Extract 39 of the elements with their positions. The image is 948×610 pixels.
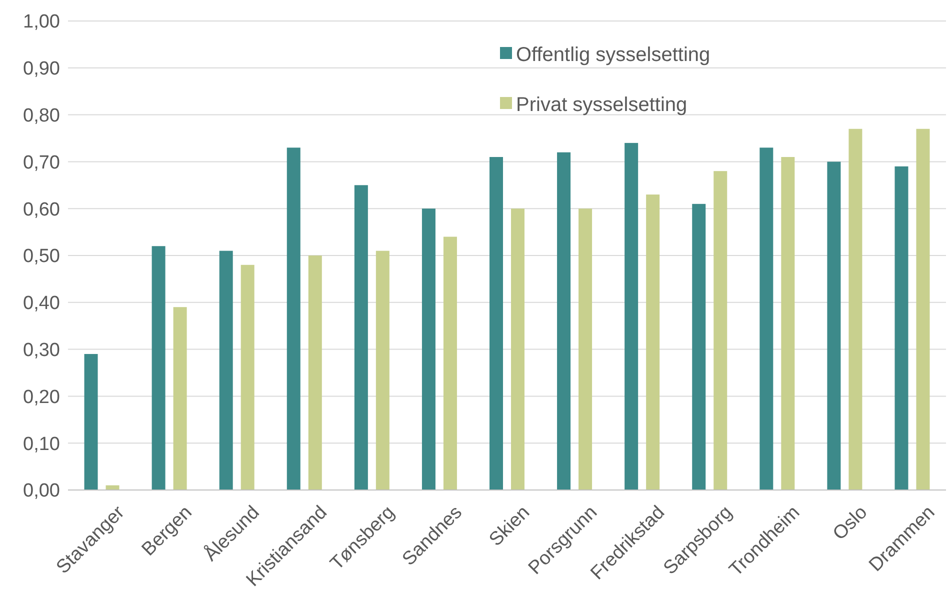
bar [714, 171, 728, 490]
bar [646, 194, 660, 490]
y-tick-label: 0,70 [23, 152, 60, 174]
y-tick-label: 0,90 [23, 58, 60, 80]
bar [848, 128, 862, 490]
bar [354, 185, 368, 490]
bar [894, 166, 908, 490]
bar [781, 157, 795, 490]
bar [490, 157, 503, 490]
y-tick-label: 0,50 [23, 246, 60, 268]
y-tick-label: 0,30 [23, 340, 60, 361]
y-tick-label: 0,80 [23, 105, 60, 126]
legend-label: Privat sysselsetting [516, 94, 688, 116]
y-tick-label: 0,20 [23, 386, 60, 408]
bar [376, 250, 390, 490]
bar [240, 264, 254, 490]
bar [84, 354, 98, 490]
y-tick-label: 0,40 [23, 293, 60, 314]
bar [827, 162, 841, 490]
bar [578, 208, 592, 490]
bar [624, 142, 638, 490]
legend-label: Offentlig sysselsetting [516, 44, 710, 66]
bar [511, 208, 524, 490]
bar [443, 236, 457, 490]
bar [557, 152, 571, 490]
bar [916, 128, 930, 490]
bar [219, 250, 233, 490]
y-tick-label: 0,60 [23, 199, 60, 220]
bar [286, 148, 300, 490]
bar [152, 246, 166, 490]
y-tick-label: 0,10 [23, 434, 60, 455]
bar [308, 256, 322, 490]
bar [692, 204, 706, 490]
y-tick-label: 0,00 [23, 480, 60, 502]
bar [173, 307, 187, 490]
bar [422, 208, 436, 490]
y-tick-label: 1,00 [23, 12, 60, 33]
x-tick-label: Oslo [829, 502, 872, 545]
bar [760, 148, 774, 490]
